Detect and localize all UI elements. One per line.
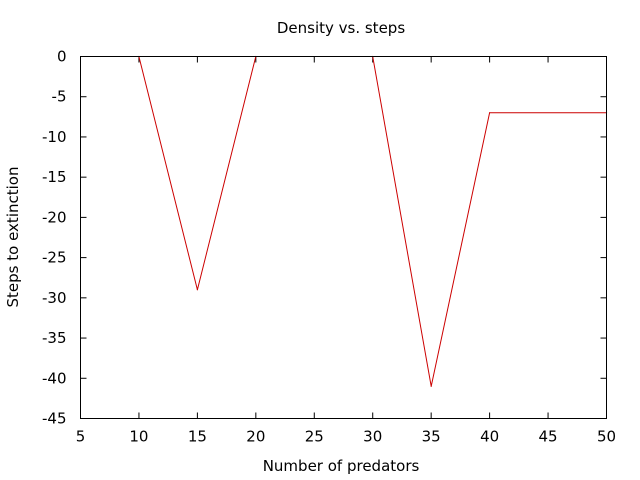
chart-title: Density vs. steps	[277, 19, 405, 37]
y-tick-label: -15	[42, 168, 67, 186]
x-tick-label: 45	[539, 428, 558, 446]
x-axis-label: Number of predators	[263, 457, 420, 475]
y-tick-label: -30	[42, 289, 67, 307]
y-axis-label: Steps to extinction	[4, 167, 22, 308]
y-tick-label: -35	[42, 329, 67, 347]
axis-ticks: 5 10 15 20 25 30 35 40 45 50 0 -5 -10 -15 -20 -25 -30 -35…	[42, 48, 616, 446]
plot-frame	[80, 56, 607, 419]
x-tick-label: 35	[422, 428, 441, 446]
data-point	[196, 289, 198, 291]
y-tick-label: -20	[42, 208, 67, 226]
x-tick-label: 50	[597, 428, 616, 446]
x-tick-label: 30	[363, 428, 382, 446]
y-tick-label: -10	[42, 128, 67, 146]
y-tick-label: -45	[42, 410, 67, 428]
x-tick-label: 10	[129, 428, 148, 446]
data-point	[489, 112, 491, 114]
y-tick-label: -25	[42, 249, 67, 267]
y-tick-label: 0	[57, 48, 67, 66]
x-tick-label: 15	[188, 428, 207, 446]
y-tick-label: -40	[42, 369, 67, 387]
y-tick-label: -5	[52, 88, 67, 106]
x-tick-label: 20	[246, 428, 265, 446]
x-tick-label: 5	[76, 428, 86, 446]
x-tick-label: 25	[305, 428, 324, 446]
data-point	[430, 385, 432, 387]
x-tick-label: 40	[480, 428, 499, 446]
